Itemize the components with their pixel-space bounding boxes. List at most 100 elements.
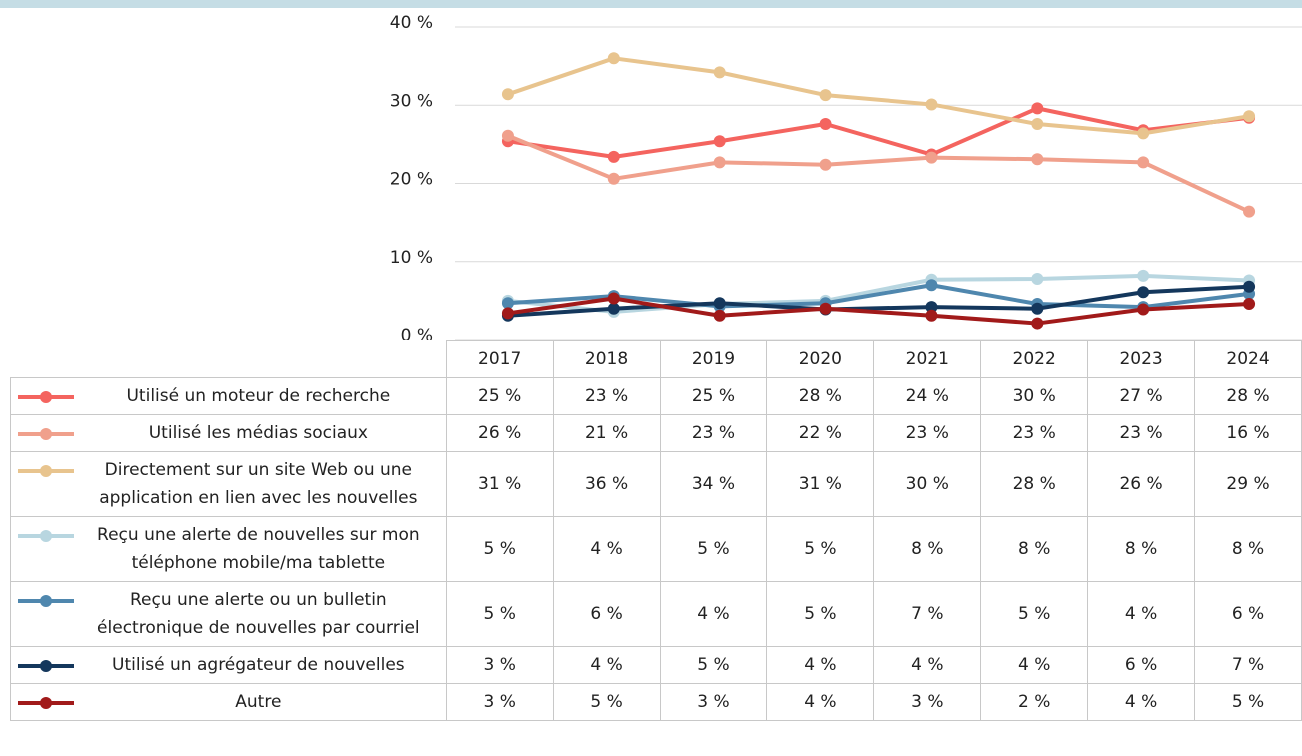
point — [1137, 269, 1150, 282]
x-tick-label: 2022 — [980, 340, 1089, 378]
point — [819, 302, 832, 315]
point — [713, 297, 726, 310]
series-line — [507, 296, 1250, 326]
table-row: Reçu une alerte ou un bulletin électroni… — [10, 581, 1302, 647]
x-tick-label: 2024 — [1194, 340, 1302, 378]
legend-swatch — [18, 660, 74, 672]
data-label: 4 % — [552, 516, 661, 582]
point — [1031, 317, 1044, 330]
point — [1031, 118, 1044, 131]
data-label: 29 % — [1194, 451, 1302, 517]
x-tick-label: 2017 — [445, 340, 554, 378]
data-label: 4 % — [552, 646, 661, 684]
data-label: 6 % — [1194, 581, 1302, 647]
table-row: Utilisé un agrégateur de nouvelles 3 % 4 %… — [10, 646, 1302, 684]
point — [607, 150, 620, 163]
legend-dot — [40, 530, 52, 542]
data-label: 3 % — [445, 683, 554, 721]
legend-swatch — [18, 391, 74, 403]
data-label: 23 % — [552, 377, 661, 415]
point — [1243, 110, 1256, 123]
legend-swatch — [18, 465, 74, 477]
data-label: 3 % — [873, 683, 982, 721]
point — [819, 118, 832, 131]
x-tick-label: 2019 — [659, 340, 768, 378]
series-line — [507, 133, 1250, 214]
y-tick-label: 10 % — [390, 248, 433, 268]
point — [819, 158, 832, 171]
data-label: 25 % — [445, 377, 554, 415]
data-label: 3 % — [659, 683, 768, 721]
y-tick-label: 40 % — [390, 13, 433, 33]
point — [607, 52, 620, 65]
x-tick-label: 2018 — [552, 340, 661, 378]
data-label: 28 % — [1194, 377, 1302, 415]
point — [925, 98, 938, 111]
point — [607, 302, 620, 315]
point — [1031, 102, 1044, 115]
y-tick-label: 30 % — [390, 91, 433, 111]
data-label: 30 % — [873, 451, 982, 517]
data-label: 16 % — [1194, 414, 1302, 452]
series-line — [507, 273, 1250, 314]
data-label: 26 % — [1087, 451, 1196, 517]
data-label: 6 % — [552, 581, 661, 647]
table-row: Reçu une alerte de nouvelles sur mon tél… — [10, 516, 1302, 582]
data-label: 28 % — [980, 451, 1089, 517]
legend-label: Reçu une alerte de nouvelles sur mon tél… — [10, 516, 447, 582]
legend-swatch — [18, 697, 74, 709]
data-label: 4 % — [873, 646, 982, 684]
data-label: 3 % — [445, 646, 554, 684]
table-row: Autre 3 % 5 % 3 % 4 % 3 % 2 % 4 % 5 % — [10, 683, 1302, 721]
point — [925, 309, 938, 322]
point — [1137, 286, 1150, 299]
legend-swatch — [18, 428, 74, 440]
data-label: 8 % — [1087, 516, 1196, 582]
point — [501, 129, 514, 142]
series-line — [507, 284, 1250, 318]
point — [713, 66, 726, 79]
point — [1243, 298, 1256, 311]
point — [1137, 156, 1150, 169]
table-row: Utilisé les médias sociaux 26 % 21 % 23 % 22… — [10, 414, 1302, 452]
data-label: 5 % — [659, 646, 768, 684]
point — [713, 156, 726, 169]
legend-label: Utilisé les médias sociaux — [10, 414, 447, 452]
legend-label: Reçu une alerte ou un bulletin électroni… — [10, 581, 447, 647]
series-line — [507, 283, 1250, 310]
data-label: 4 % — [980, 646, 1089, 684]
table-row: 2017 2018 2019 2020 2021 2022 2023 2024 — [10, 340, 1302, 378]
data-label: 7 % — [873, 581, 982, 647]
data-label: 30 % — [980, 377, 1089, 415]
series-line — [507, 56, 1250, 136]
point — [1137, 127, 1150, 140]
data-label: 8 % — [873, 516, 982, 582]
data-label: 5 % — [980, 581, 1089, 647]
point — [1137, 303, 1150, 316]
data-label: 4 % — [1087, 581, 1196, 647]
x-tick-label: 2023 — [1087, 340, 1196, 378]
legend-label: Autre — [10, 683, 447, 721]
x-tick-label: 2020 — [766, 340, 875, 378]
series-line — [507, 106, 1250, 159]
data-label: 5 % — [552, 683, 661, 721]
data-label: 28 % — [766, 377, 875, 415]
blank-cell — [10, 340, 447, 378]
data-label: 5 % — [445, 516, 554, 582]
point — [713, 309, 726, 322]
data-label: 27 % — [1087, 377, 1196, 415]
point — [501, 88, 514, 101]
data-label: 24 % — [873, 377, 982, 415]
data-label: 5 % — [766, 516, 875, 582]
legend-dot — [40, 697, 52, 709]
data-table: 2017 2018 2019 2020 2021 2022 2023 2024 Utilisé … — [10, 340, 1302, 721]
point — [1031, 272, 1044, 285]
x-tick-label: 2021 — [873, 340, 982, 378]
legend-dot — [40, 465, 52, 477]
point — [713, 135, 726, 148]
data-label: 26 % — [445, 414, 554, 452]
legend-label: Utilisé un agrégateur de nouvelles — [10, 646, 447, 684]
point — [501, 297, 514, 310]
point — [925, 151, 938, 164]
